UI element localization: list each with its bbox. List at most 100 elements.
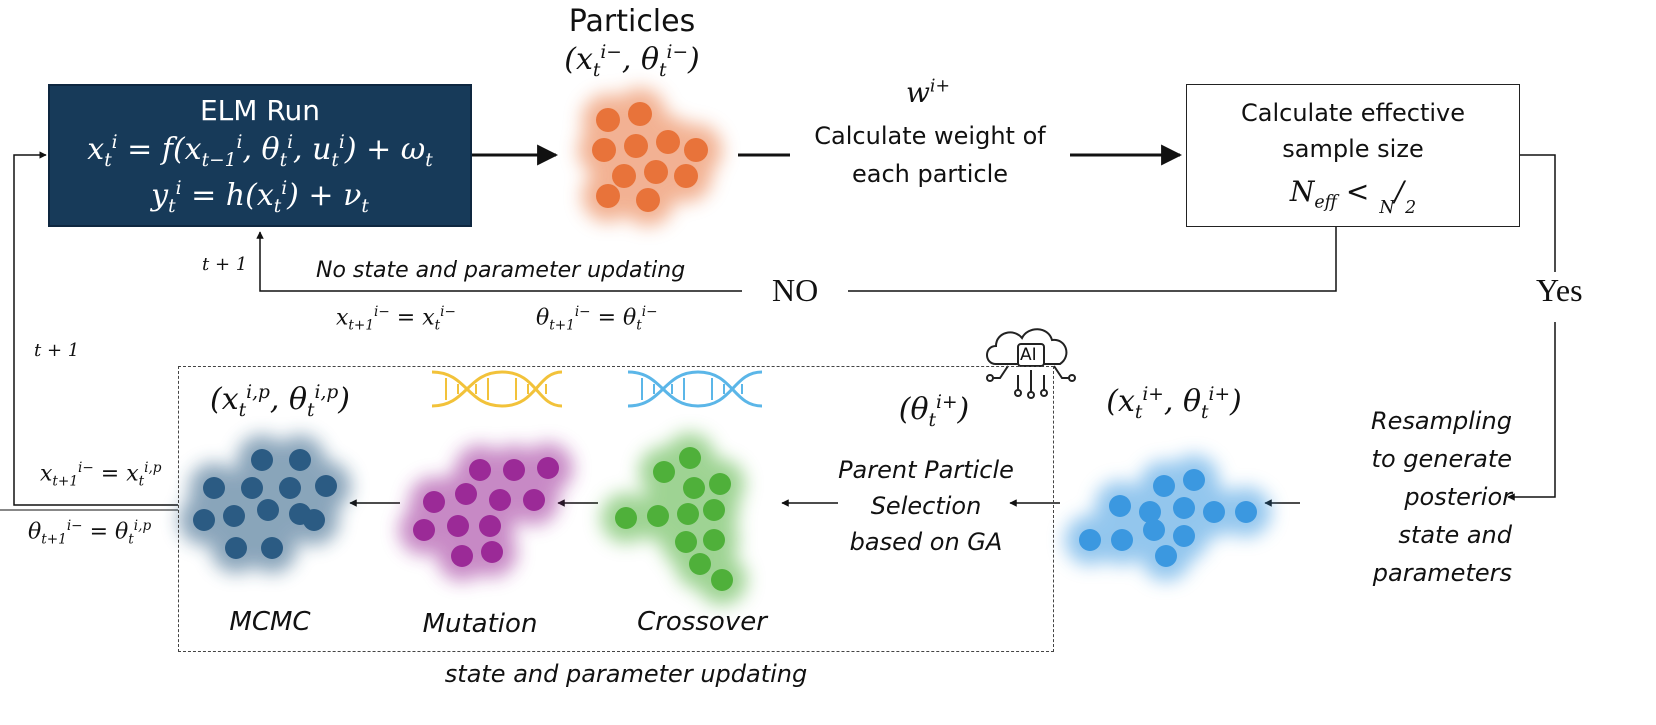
no-update-description: No state and parameter updating [316, 258, 686, 283]
particle-dot [596, 184, 620, 208]
particle-dot [261, 537, 283, 559]
particle-dot [689, 553, 711, 575]
particle-dot [703, 499, 725, 521]
particles-title: Particles [568, 4, 696, 39]
particle-dot [479, 515, 501, 537]
crossover-particles-cluster [601, 433, 747, 605]
footer-caption: state and parameter updating [444, 660, 808, 688]
particle-dot [1173, 497, 1195, 519]
particle-dot [1173, 525, 1195, 547]
particle-dot [615, 507, 637, 529]
particle-dot [703, 529, 725, 551]
particle-dot [315, 475, 337, 497]
particle-dot [469, 459, 491, 481]
update-stage-box [178, 366, 1054, 652]
particle-dot [193, 509, 215, 531]
ga-theta: (θti+) [898, 392, 970, 431]
parent-selection-description: Parent Particle Selection based on GA [838, 456, 1014, 556]
particle-dot [684, 138, 708, 162]
particle-dot [1235, 501, 1257, 523]
posterior-tuple: (xti+, θti+) [1106, 384, 1242, 423]
particle-dot [1143, 519, 1165, 541]
weight-line-1: Calculate weight of [814, 122, 1046, 150]
particle-dot [489, 489, 511, 511]
particle-dot [225, 537, 247, 559]
mutation-label: Mutation [422, 609, 538, 639]
particle-dot [647, 505, 669, 527]
ai-icon-label: AI [1020, 345, 1037, 365]
no-state-carry-equation: xt+1i− = xti− [336, 304, 456, 334]
particle-dot [711, 569, 733, 591]
elm-observation-equation: yti = h(xti) + νt [151, 178, 369, 217]
particle-dot [251, 449, 273, 471]
particle-dot [223, 505, 245, 527]
particle-dot [653, 461, 675, 483]
no-label: NO [768, 272, 823, 309]
elm-run-box: ELM Run xti = f(xt−1i, θti, uti) + ωt yt… [48, 84, 472, 227]
yes-label: Yes [1534, 272, 1585, 309]
particle-dot [413, 519, 435, 541]
particle-dot [656, 130, 680, 154]
outer-loop-time-label: t + 1 [34, 340, 80, 361]
dna-mutation-icon [431, 370, 563, 408]
outer-state-update-equation: xt+1i− = xti,p [40, 460, 162, 490]
particle-dot [451, 545, 473, 567]
elm-title: ELM Run [199, 94, 321, 127]
particle-dot [481, 541, 503, 563]
particle-dot [503, 459, 525, 481]
particle-dot [423, 491, 445, 513]
particle-dot [1079, 529, 1101, 551]
posterior-particles-cluster [1065, 455, 1271, 581]
particle-dot [455, 483, 477, 505]
particle-dot [279, 477, 301, 499]
particle-dot [675, 531, 697, 553]
particle-dot [1203, 501, 1225, 523]
ai-cloud-icon [986, 328, 1076, 399]
particle-dot [1155, 545, 1177, 567]
particle-dot [303, 509, 325, 531]
particle-dot [1111, 529, 1133, 551]
connector-ess-to-no [848, 227, 1337, 292]
particle-dot [679, 447, 701, 469]
particle-dot [644, 160, 668, 184]
particle-dot [1183, 469, 1205, 491]
particle-dot [636, 188, 660, 212]
particle-dot [628, 102, 652, 126]
particles-cluster [578, 88, 722, 226]
mcmc-label: MCMC [229, 607, 311, 637]
elm-state-equation: xti = f(xt−1i, θti, uti) + ωt [87, 132, 433, 171]
particle-dot [257, 499, 279, 521]
arrow-no-to-elm [256, 231, 742, 292]
outer-parameter-update-equation: θt+1i− = θti,p [28, 518, 152, 548]
crossover-label: Crossover [637, 607, 767, 637]
particle-dot [241, 477, 263, 499]
particle-dot [523, 489, 545, 511]
particle-dot [537, 457, 559, 479]
particle-dot [1153, 475, 1175, 497]
connector-yes-to-resampling [1507, 322, 1556, 501]
no-loop-time-label: t + 1 [202, 254, 248, 275]
particle-dot [447, 515, 469, 537]
arrow-mcmc-to-elm [13, 151, 178, 506]
ess-inequality: Neff < N/2 [1289, 175, 1417, 218]
particles-tuple: (xti−, θti−) [564, 42, 700, 81]
ess-line-2: sample size [1282, 135, 1424, 163]
ess-line-1: Calculate effective [1240, 99, 1466, 127]
particle-dot [289, 449, 311, 471]
no-parameter-carry-equation: θt+1i− = θti− [536, 304, 658, 334]
connector-ess-to-yes [1520, 154, 1556, 272]
proposal-tuple: (xti,p, θti,p) [210, 382, 350, 421]
dna-crossover-icon [627, 370, 763, 408]
particle-dot [203, 477, 225, 499]
particle-dot [592, 138, 616, 162]
particle-dot [596, 108, 620, 132]
weight-symbol: wi+ [905, 76, 951, 109]
weight-line-2: each particle [851, 160, 1009, 188]
particle-dot [1109, 495, 1131, 517]
mcmc-particles-cluster [179, 435, 351, 573]
particle-dot [1139, 501, 1161, 523]
particle-dot [709, 473, 731, 495]
